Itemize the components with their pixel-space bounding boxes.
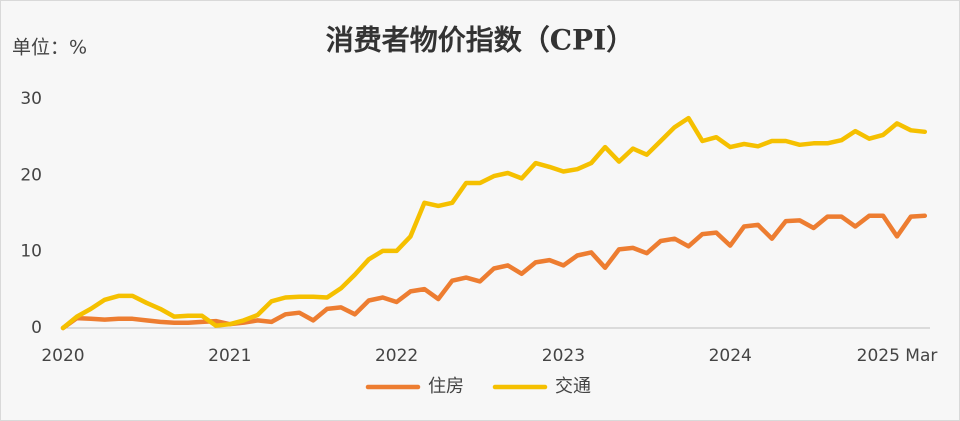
legend-label: 交通: [555, 376, 591, 397]
x-tick-label: 2021: [208, 346, 251, 366]
x-tick-label: 2023: [542, 346, 585, 366]
chart-title: 消费者物价指数（CPI）: [326, 24, 634, 57]
y-tick-label: 10: [20, 242, 42, 262]
legend-label: 住房: [428, 376, 464, 397]
y-tick-label: 30: [20, 89, 42, 109]
x-tick-label: 2024: [709, 346, 752, 366]
line: [60, 115, 928, 331]
y-axis-label: 单位：%: [12, 37, 87, 59]
x-tick-label: 2022: [375, 346, 418, 366]
x-tick-label: 2020: [41, 346, 84, 366]
y-tick-label: 20: [20, 165, 42, 185]
x-tick-label: 2025 Mar: [857, 346, 938, 366]
y-tick-label: 0: [31, 318, 42, 338]
